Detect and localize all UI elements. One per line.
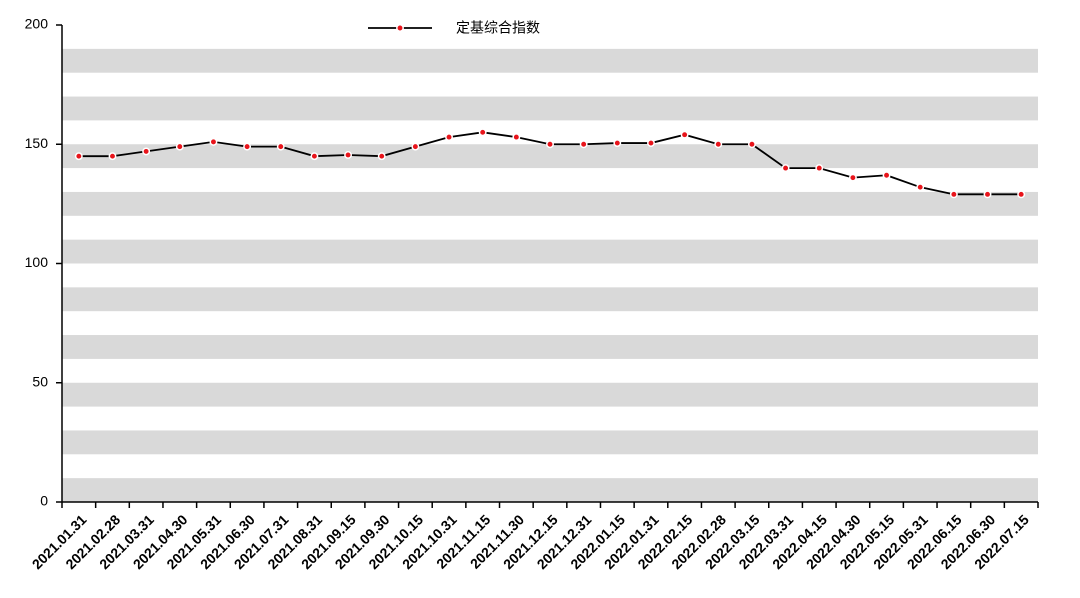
y-tick-label: 200 [25,16,49,32]
data-point [714,140,723,149]
data-point [175,142,184,151]
data-point [512,133,521,142]
data-point [445,133,453,142]
data-point [344,151,353,159]
data-point [108,152,117,161]
data-point [209,137,218,146]
grid-band [62,287,1038,312]
grid-band [62,48,1038,73]
data-point [882,171,891,180]
data-point [579,140,588,149]
data-point [747,140,756,149]
data-point [848,173,857,182]
data-point [310,152,319,161]
data-point [916,183,925,192]
data-point [949,190,958,199]
data-point [411,142,420,151]
data-point [377,152,386,161]
legend-label: 定基综合指数 [456,20,540,36]
y-tick-label: 100 [25,254,49,270]
data-point [647,139,655,148]
data-point [142,147,151,156]
grid-band [62,191,1038,216]
y-tick-label: 150 [25,135,49,151]
y-tick-label: 50 [32,373,48,389]
data-point [243,142,252,151]
grid-band [62,335,1038,359]
legend-marker [396,24,404,32]
grid-band [62,239,1038,264]
grid-band [62,96,1038,121]
data-point [815,164,824,173]
data-point [478,128,487,137]
data-point [613,139,622,148]
grid-band [62,382,1038,407]
data-point [680,130,689,139]
data-point [1017,190,1026,199]
data-point [74,152,83,161]
grid-band [62,144,1038,169]
grid-band [62,430,1038,455]
grid-band [62,478,1038,502]
data-point [781,164,790,173]
data-point [546,140,554,149]
y-tick-label: 0 [40,493,48,509]
data-point [276,142,285,151]
data-point [983,190,992,199]
